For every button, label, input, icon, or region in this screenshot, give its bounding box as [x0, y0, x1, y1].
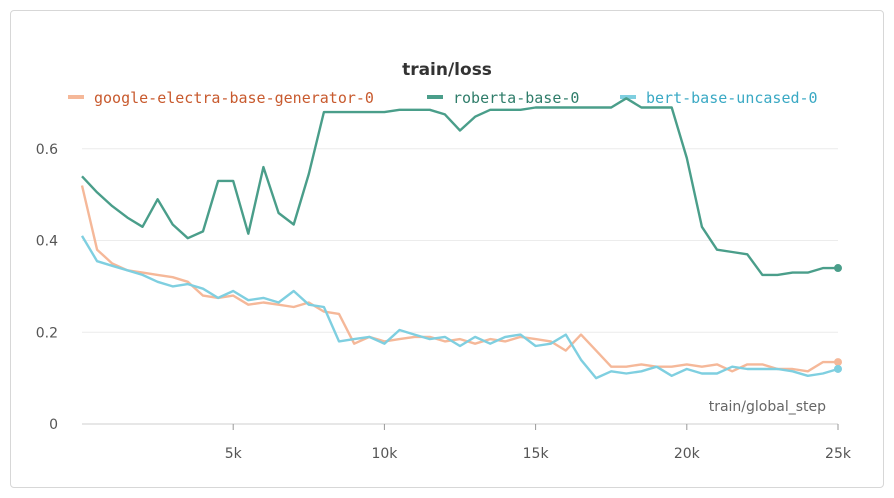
x-tick-label: 10k [371, 446, 398, 462]
x-axis-label: train/global_step [709, 399, 826, 415]
series-endpoint-2 [834, 364, 842, 373]
series-endpoint-0 [834, 358, 842, 367]
y-tick-label: 0.2 [36, 325, 58, 341]
y-tick-label: 0.4 [36, 234, 58, 250]
x-axis: 5k 10k 15k 20k 25k [225, 424, 852, 462]
series-endpoint-1 [834, 264, 842, 273]
y-axis: 0 0.2 0.4 0.6 [36, 142, 58, 433]
x-tick-label: 5k [225, 446, 243, 462]
legend-entry[interactable]: roberta-base-0 [453, 89, 579, 107]
legend-entry[interactable]: bert-base-uncased-0 [646, 89, 818, 107]
series-lines [80, 97, 842, 380]
x-tick-label: 25k [825, 446, 852, 462]
y-tick-label: 0 [49, 417, 58, 433]
legend-entry[interactable]: google-electra-base-generator-0 [94, 89, 374, 107]
x-tick-label: 20k [674, 446, 701, 462]
chart-panel [10, 10, 884, 488]
series-line-0 [80, 185, 838, 373]
series-line-1 [81, 97, 838, 277]
legend: google-electra-base-generator-0 roberta-b… [68, 89, 818, 107]
x-tick-label: 15k [523, 446, 550, 462]
chart-title: train/loss [402, 60, 492, 80]
series-line-2 [80, 235, 839, 380]
y-tick-label: 0.6 [36, 142, 58, 158]
